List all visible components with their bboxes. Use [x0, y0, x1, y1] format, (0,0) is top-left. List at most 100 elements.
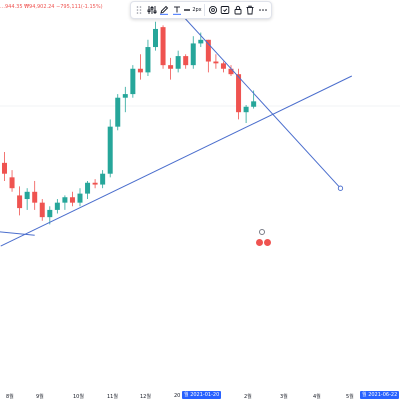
candle	[32, 180, 38, 210]
candle	[100, 170, 106, 189]
x-tick-4: 12월	[140, 394, 151, 400]
candle	[153, 21, 158, 51]
candle	[122, 86, 128, 113]
candle	[168, 57, 174, 80]
toolbar-divider	[204, 4, 206, 16]
candle	[54, 199, 60, 214]
candle	[17, 186, 23, 216]
candle	[198, 32, 204, 48]
candle-body	[115, 97, 121, 127]
candle-body	[39, 202, 45, 218]
pencil-icon[interactable]	[159, 3, 169, 17]
x-tick-0: 8월	[6, 394, 14, 400]
x-tick-6: 2월	[244, 394, 252, 400]
lock-icon[interactable]	[233, 3, 243, 17]
ohlc-legend: …944.35 ₩94,902.24 −795,111(-1.15%)	[0, 4, 103, 10]
candle-body	[236, 74, 242, 113]
candle	[47, 206, 53, 225]
candle-body	[92, 182, 98, 185]
candle-body	[2, 162, 7, 174]
candle	[77, 188, 83, 207]
candle-body	[160, 27, 166, 66]
candle-body	[220, 63, 226, 69]
candle	[24, 188, 30, 210]
line-width-label: 2px	[192, 7, 202, 13]
trendline-end-handle[interactable]	[337, 185, 344, 191]
alert-icon[interactable]	[220, 3, 230, 17]
candle	[62, 195, 68, 210]
candle-body	[175, 56, 181, 69]
support-trendline[interactable]	[0, 75, 353, 247]
visibility-icon[interactable]	[208, 3, 218, 17]
candle	[69, 191, 75, 207]
candle-body	[205, 39, 211, 62]
candle-body	[85, 182, 91, 194]
candle-body	[137, 68, 143, 73]
candle-body	[213, 61, 219, 64]
candle-body	[107, 126, 113, 174]
event-marker-right[interactable]	[264, 239, 271, 246]
candle-body	[145, 47, 151, 73]
candle-body	[9, 177, 15, 189]
x-tick-8: 4월	[313, 394, 321, 400]
candle	[183, 54, 189, 69]
x-tick-3: 11월	[107, 394, 118, 400]
resistance-trendline[interactable]	[177, 10, 341, 189]
line-width-button[interactable]: 2px	[184, 3, 202, 17]
settings-sliders-icon[interactable]	[147, 3, 157, 17]
x-axis-range-start[interactable]: 월 2021-01-20	[182, 391, 222, 399]
candle	[205, 39, 211, 73]
candle	[85, 180, 91, 200]
candle	[228, 65, 234, 76]
candle-body	[47, 209, 53, 218]
candle	[137, 54, 143, 80]
candle-body	[183, 56, 189, 66]
drawing-toolbar: 2px	[130, 1, 272, 19]
candle-body	[122, 94, 128, 98]
trash-icon[interactable]	[245, 3, 255, 17]
candle-body	[198, 39, 204, 44]
x-tick-7: 3월	[280, 394, 288, 400]
x-tick-1: 9월	[36, 394, 44, 400]
candle	[175, 50, 181, 73]
candle-body	[32, 191, 38, 203]
x-tick-2: 10월	[73, 394, 84, 400]
candle	[130, 65, 136, 98]
candle	[190, 36, 196, 69]
text-line-icon[interactable]	[172, 3, 182, 17]
candle	[39, 199, 45, 221]
x-tick-9: 5월	[346, 394, 354, 400]
left-trendline[interactable]	[0, 231, 35, 236]
event-marker-left[interactable]	[256, 239, 263, 246]
candle	[213, 54, 219, 69]
candle-body	[69, 197, 75, 203]
candle-body	[251, 101, 257, 107]
candle	[9, 170, 15, 192]
candle-body	[17, 195, 23, 209]
grid-dots-icon[interactable]	[134, 3, 144, 17]
candle-body	[243, 106, 249, 113]
event-marker-flag[interactable]	[259, 229, 265, 235]
candle-body	[228, 68, 234, 75]
candle-body	[153, 28, 158, 48]
candle	[160, 25, 166, 69]
candle-body	[100, 173, 106, 185]
more-icon[interactable]	[258, 3, 268, 17]
candle	[2, 152, 7, 181]
candle	[145, 39, 151, 76]
candle-body	[130, 68, 136, 95]
candle	[107, 119, 113, 178]
candle	[92, 179, 98, 189]
candle	[115, 94, 121, 131]
candle-body	[62, 197, 68, 203]
candle	[243, 104, 249, 124]
candle-body	[168, 65, 174, 69]
candle-body	[54, 202, 60, 210]
candle-body	[77, 193, 83, 203]
x-axis-range-end[interactable]: 월 2021-06-22	[360, 391, 400, 399]
candle-body	[24, 191, 30, 200]
candle-body	[190, 43, 196, 66]
x-tick-5: 20	[174, 393, 181, 399]
